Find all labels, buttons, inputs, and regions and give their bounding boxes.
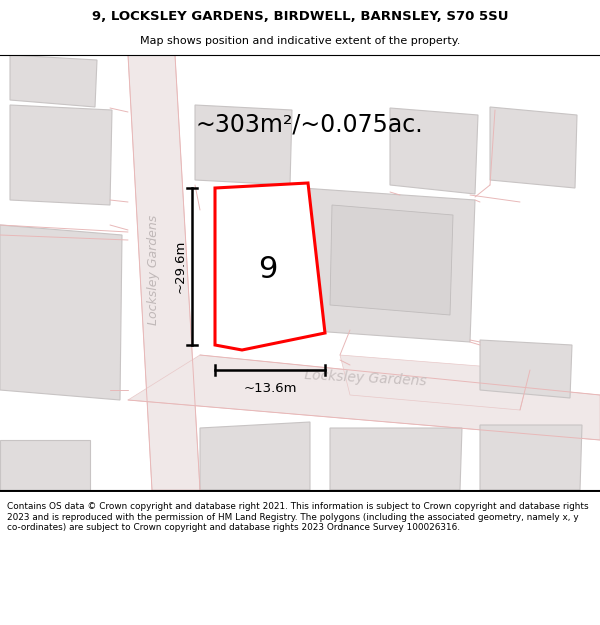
Text: Contains OS data © Crown copyright and database right 2021. This information is : Contains OS data © Crown copyright and d… [7, 502, 589, 532]
Polygon shape [490, 107, 577, 188]
Text: Map shows position and indicative extent of the property.: Map shows position and indicative extent… [140, 36, 460, 46]
Text: Locksley Gardens: Locksley Gardens [148, 215, 161, 325]
Text: ~29.6m: ~29.6m [173, 240, 187, 293]
Polygon shape [330, 428, 462, 490]
Text: ~13.6m: ~13.6m [243, 382, 297, 395]
Polygon shape [390, 108, 478, 194]
Polygon shape [200, 422, 310, 490]
Polygon shape [10, 55, 97, 107]
Polygon shape [128, 355, 600, 440]
Text: ~303m²/~0.075ac.: ~303m²/~0.075ac. [195, 113, 422, 137]
Polygon shape [128, 55, 200, 490]
Text: Locksley Gardens: Locksley Gardens [304, 368, 427, 388]
Polygon shape [0, 225, 122, 400]
Polygon shape [340, 355, 530, 410]
Polygon shape [480, 340, 572, 398]
Polygon shape [0, 440, 90, 490]
Polygon shape [330, 205, 453, 315]
Polygon shape [300, 188, 475, 342]
Text: 9: 9 [259, 256, 278, 284]
Polygon shape [10, 105, 112, 205]
Text: 9, LOCKSLEY GARDENS, BIRDWELL, BARNSLEY, S70 5SU: 9, LOCKSLEY GARDENS, BIRDWELL, BARNSLEY,… [92, 10, 508, 23]
Polygon shape [215, 183, 325, 350]
Polygon shape [195, 105, 292, 185]
Polygon shape [480, 425, 582, 490]
